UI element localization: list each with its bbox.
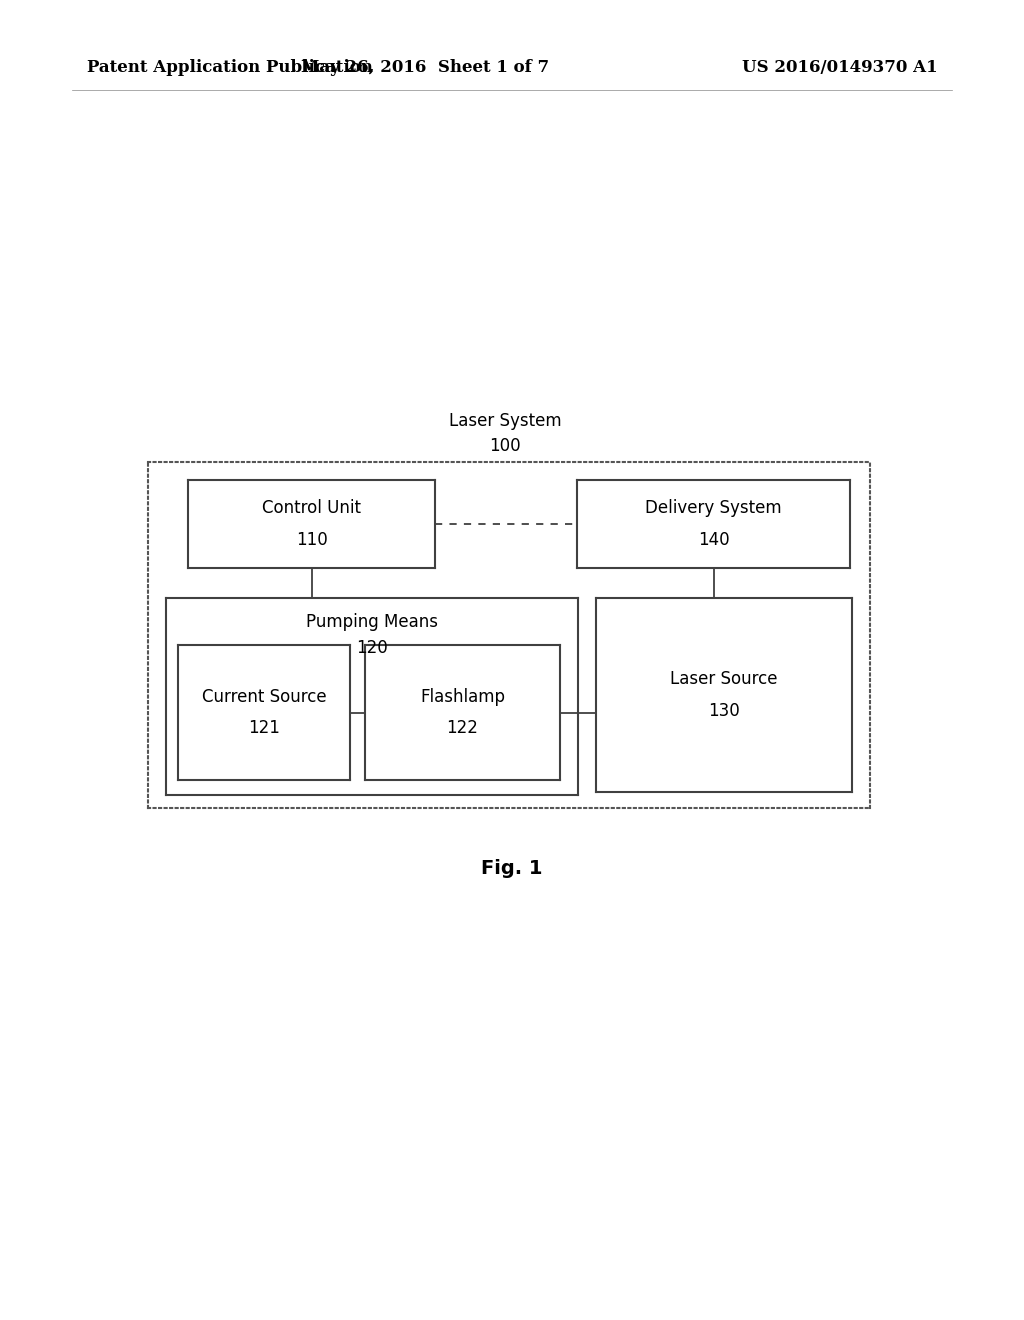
Text: Fig. 1: Fig. 1 xyxy=(481,858,543,878)
Text: Laser Source: Laser Source xyxy=(671,671,778,688)
Text: US 2016/0149370 A1: US 2016/0149370 A1 xyxy=(741,59,938,77)
Text: Control Unit: Control Unit xyxy=(262,499,361,517)
Text: Patent Application Publication: Patent Application Publication xyxy=(87,59,373,77)
Text: 122: 122 xyxy=(446,719,478,738)
Text: 140: 140 xyxy=(697,531,729,549)
Text: 130: 130 xyxy=(709,702,740,719)
Text: 120: 120 xyxy=(356,639,388,657)
Text: May 26, 2016  Sheet 1 of 7: May 26, 2016 Sheet 1 of 7 xyxy=(301,59,549,77)
Text: Flashlamp: Flashlamp xyxy=(420,688,505,706)
Text: 121: 121 xyxy=(248,719,280,738)
Text: 110: 110 xyxy=(296,531,328,549)
Text: Current Source: Current Source xyxy=(202,688,327,706)
Text: 100: 100 xyxy=(489,437,521,455)
Text: Pumping Means: Pumping Means xyxy=(306,612,438,631)
Text: Laser System: Laser System xyxy=(449,412,561,430)
Text: Delivery System: Delivery System xyxy=(645,499,781,517)
